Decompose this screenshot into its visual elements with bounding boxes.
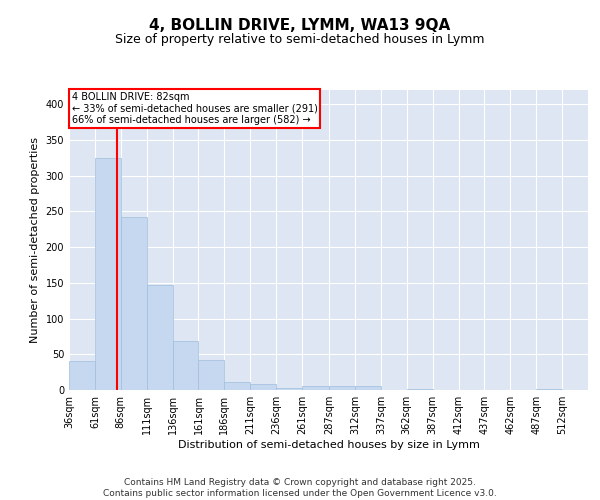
Bar xyxy=(329,386,355,390)
Y-axis label: Number of semi-detached properties: Number of semi-detached properties xyxy=(30,137,40,343)
X-axis label: Distribution of semi-detached houses by size in Lymm: Distribution of semi-detached houses by … xyxy=(178,440,479,450)
Bar xyxy=(355,386,381,390)
Text: Size of property relative to semi-detached houses in Lymm: Size of property relative to semi-detach… xyxy=(115,32,485,46)
Bar xyxy=(69,362,95,390)
Bar xyxy=(250,384,276,390)
Bar xyxy=(302,386,329,390)
Bar xyxy=(276,388,302,390)
Bar xyxy=(121,217,146,390)
Text: 4 BOLLIN DRIVE: 82sqm
← 33% of semi-detached houses are smaller (291)
66% of sem: 4 BOLLIN DRIVE: 82sqm ← 33% of semi-deta… xyxy=(71,92,317,124)
Bar xyxy=(224,382,250,390)
Bar xyxy=(95,158,121,390)
Text: 4, BOLLIN DRIVE, LYMM, WA13 9QA: 4, BOLLIN DRIVE, LYMM, WA13 9QA xyxy=(149,18,451,32)
Bar xyxy=(146,285,173,390)
Bar xyxy=(199,360,224,390)
Text: Contains HM Land Registry data © Crown copyright and database right 2025.
Contai: Contains HM Land Registry data © Crown c… xyxy=(103,478,497,498)
Bar xyxy=(173,342,199,390)
